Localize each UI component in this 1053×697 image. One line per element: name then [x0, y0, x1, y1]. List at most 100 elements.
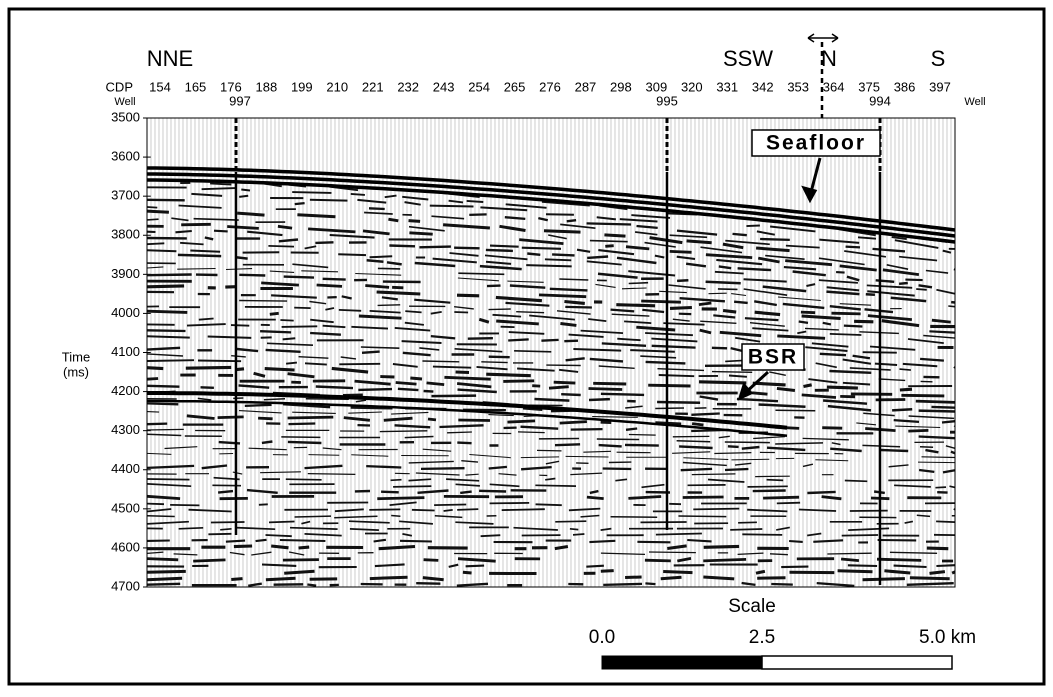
- y-tick-label: 4400: [111, 461, 140, 476]
- reflector-texture: [146, 249, 915, 297]
- reflector-texture: [146, 384, 956, 409]
- reflector-texture: [146, 563, 956, 569]
- seismic-section: Seafloor BSR: [143, 117, 956, 588]
- reflector-texture: [146, 273, 894, 314]
- well-label: Well: [964, 96, 985, 108]
- reflector-texture: [146, 501, 956, 507]
- reflector-texture: [146, 262, 956, 308]
- well-name: 995: [656, 93, 678, 108]
- reflector-texture: [146, 581, 954, 588]
- cdp-number: 364: [823, 79, 845, 94]
- reflector-texture: [146, 464, 956, 474]
- reflector-texture: [147, 544, 949, 551]
- reflector-texture: [146, 514, 955, 519]
- annotation-box: [751, 129, 881, 157]
- reflector-texture: [186, 414, 955, 434]
- well-name: 994: [869, 93, 891, 108]
- cdp-number: 397: [929, 79, 951, 94]
- y-tick-label: 4100: [111, 344, 140, 359]
- reflector-texture: [146, 452, 956, 464]
- direction-label: NNE: [147, 46, 193, 71]
- reflector-texture: [146, 290, 956, 334]
- cdp-number: 353: [787, 79, 809, 94]
- reflector-texture: [408, 460, 909, 468]
- reflector-texture: [146, 241, 956, 295]
- reflector-texture: [146, 377, 955, 404]
- cdp-number: 375: [858, 79, 880, 94]
- cdp-number: 287: [575, 79, 597, 94]
- reflector-texture: [164, 446, 956, 459]
- cdp-label: CDP: [106, 79, 133, 94]
- direction-label: S: [931, 46, 946, 71]
- reflector-texture: [146, 569, 956, 575]
- y-tick-label: 4500: [111, 500, 140, 515]
- reflector-texture: [146, 236, 933, 289]
- reflector-texture: [146, 266, 902, 310]
- reflector-texture: [146, 222, 920, 276]
- cdp-number: 165: [185, 79, 207, 94]
- cdp-number: 331: [716, 79, 738, 94]
- cdp-number: 210: [326, 79, 348, 94]
- annotation: BSR: [748, 346, 798, 369]
- seafloor-reflector: [147, 178, 956, 244]
- reflector-texture: [146, 365, 913, 392]
- reflector-texture: [146, 359, 953, 388]
- reflector-texture: [146, 476, 934, 483]
- reflector-texture: [146, 309, 954, 349]
- reflector-texture: [146, 526, 890, 531]
- reflector-texture: [146, 198, 906, 253]
- direction-label: N: [821, 46, 837, 71]
- axis-title: Time: [62, 349, 90, 364]
- cdp-number: 320: [681, 79, 703, 94]
- direction-label: SSW: [723, 46, 773, 71]
- y-tick-label: 4600: [111, 539, 140, 554]
- direction-arrow-head: [807, 33, 839, 43]
- reflector-texture: [198, 317, 916, 351]
- y-tick-label: 3900: [111, 266, 140, 281]
- reflector-texture: [146, 557, 954, 563]
- axis-title: (ms): [63, 364, 89, 379]
- reflector-texture: [146, 284, 956, 329]
- annotation-box: [741, 343, 805, 371]
- reflector-texture: [146, 305, 944, 344]
- reflector-texture: [146, 186, 956, 250]
- reflector-texture: [266, 342, 911, 371]
- annotation-arrow: [737, 370, 770, 401]
- cdp-number: 188: [256, 79, 278, 94]
- reflector-texture: [177, 253, 956, 304]
- reflector-texture: [146, 433, 956, 450]
- reflector-texture: [146, 279, 951, 324]
- reflector-texture: [146, 471, 834, 478]
- scale-bar: [761, 655, 953, 670]
- y-tick-label: 4300: [111, 422, 140, 437]
- scale-label: 0.0: [589, 627, 615, 648]
- cdp-number: 309: [646, 79, 668, 94]
- cdp-number: 243: [433, 79, 455, 94]
- cdp-number: 298: [610, 79, 632, 94]
- cdp-number: 232: [397, 79, 419, 94]
- reflector-texture: [146, 507, 956, 513]
- reflector-texture: [146, 204, 938, 262]
- y-tick-label: 4700: [111, 578, 140, 593]
- reflector-texture: [218, 440, 956, 455]
- reflector-texture: [208, 532, 956, 538]
- cdp-number: 276: [539, 79, 561, 94]
- scale-bar: [601, 655, 763, 670]
- cdp-number: 199: [291, 79, 313, 94]
- reflector-texture: [146, 323, 897, 354]
- reflector-texture: [146, 575, 950, 582]
- reflector-texture: [180, 371, 945, 398]
- cdp-number: 176: [220, 79, 242, 94]
- scale-label: 2.5: [749, 627, 775, 648]
- well-label: Well: [114, 96, 135, 108]
- cdp-number: 386: [894, 79, 916, 94]
- reflector-texture: [191, 192, 952, 254]
- reflector-texture: [146, 217, 949, 274]
- y-tick-label: 3700: [111, 188, 140, 203]
- cdp-number: 221: [362, 79, 384, 94]
- reflector-texture: [146, 329, 944, 362]
- bsr-reflector: [147, 391, 788, 430]
- cdp-number: 154: [149, 79, 171, 94]
- reflector-texture: [146, 353, 933, 383]
